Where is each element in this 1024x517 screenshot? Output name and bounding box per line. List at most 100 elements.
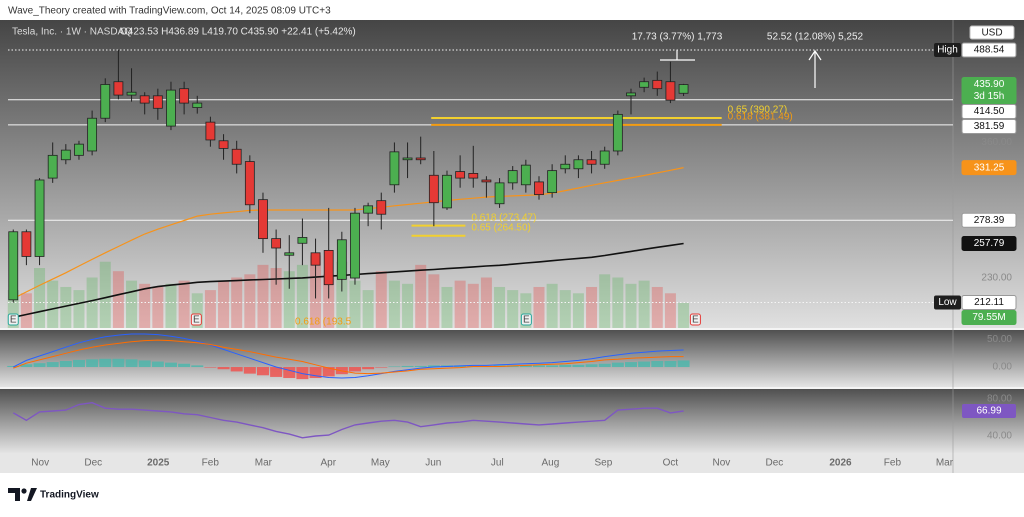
macd-histogram: [585, 364, 598, 368]
volume-bar: [467, 283, 479, 328]
volume-bar: [441, 286, 453, 328]
macd-histogram: [20, 364, 33, 368]
price-tag-name-box: [934, 43, 961, 58]
volume-bar: [165, 283, 177, 328]
candle-body: [468, 173, 479, 179]
macd-histogram: [638, 361, 651, 368]
price-tag-name: High: [937, 45, 958, 56]
fib-label: 0.618 (193.5: [295, 317, 352, 328]
event-marker[interactable]: [520, 313, 532, 326]
volume-bar: [257, 264, 269, 328]
currency-box[interactable]: [969, 25, 1015, 40]
price-tag-label: 257.79: [974, 238, 1005, 249]
price-tag: [961, 212, 1017, 228]
candle-body: [507, 170, 518, 184]
x-tick-label: Nov: [31, 458, 49, 469]
macd-histogram: [362, 367, 375, 370]
macd-histogram: [572, 364, 585, 368]
candle-body: [626, 92, 636, 97]
volume-bar: [559, 290, 571, 328]
y-tick-label: 40.00: [987, 431, 1012, 442]
event-label[interactable]: E: [193, 315, 200, 326]
measure-arrow: [808, 49, 822, 88]
volume-bar: [218, 280, 230, 328]
y-tick-label: 230.00: [981, 273, 1012, 284]
macd-histogram: [59, 360, 72, 368]
price-tag-label: 278.39: [974, 215, 1005, 226]
volume-bar: [678, 302, 690, 328]
candle-body: [350, 212, 360, 279]
macd-histogram: [270, 367, 283, 377]
candle-body: [271, 238, 282, 249]
price-tag-label: 488.54: [974, 45, 1005, 56]
volume-bar: [402, 283, 414, 328]
macd-histogram: [217, 367, 230, 370]
macd-histogram: [651, 360, 664, 368]
y-tick-label: 80.00: [987, 394, 1012, 405]
volume-bar: [244, 274, 256, 328]
macd-line: [13, 339, 684, 375]
brand: TradingView: [40, 490, 99, 501]
macd-histogram: [112, 358, 125, 368]
price-tag-label: 435.90: [974, 79, 1005, 90]
macd-histogram: [99, 358, 112, 368]
candle-body: [376, 200, 387, 215]
macd-histogram: [322, 367, 335, 377]
macd-histogram: [46, 362, 59, 368]
candle-body: [586, 159, 597, 165]
event-label[interactable]: E: [523, 315, 530, 326]
volume-bar: [664, 293, 676, 328]
macd-histogram: [72, 359, 85, 368]
candle-body: [678, 84, 689, 94]
y-tick-label: 50.00: [987, 334, 1012, 345]
candle-body: [573, 159, 584, 170]
macd-histogram: [664, 360, 677, 368]
volume-bar: [296, 264, 308, 328]
value-tag-label: 66.99: [976, 406, 1001, 417]
volume-bar: [546, 283, 558, 328]
candle-body: [139, 95, 150, 104]
price-tag-label: 381.59: [974, 121, 1005, 132]
macd-histogram: [546, 365, 559, 368]
x-tick-label: Nov: [713, 458, 731, 469]
candle-body: [166, 89, 176, 127]
x-tick-label: Feb: [202, 458, 220, 469]
attribution: Wave_Theory created with TradingView.com…: [8, 6, 331, 17]
macd-histogram: [414, 365, 427, 368]
price-tag-label: 331.25: [974, 162, 1005, 173]
candle-body: [34, 179, 45, 257]
candle-body: [442, 174, 452, 209]
volume-bar: [126, 280, 138, 328]
candle-body: [231, 148, 242, 165]
volume-bar: [494, 286, 506, 328]
macd-histogram: [33, 363, 46, 368]
fib-label: 0.65 (390.27): [728, 105, 788, 116]
macd-histogram: [388, 366, 401, 368]
price-tag-label: 414.50: [974, 106, 1005, 117]
event-marker[interactable]: [689, 313, 701, 326]
x-tick-label: Jun: [425, 458, 441, 469]
volume-bar: [283, 271, 295, 328]
symbol: Tesla, Inc. · 1W · NASDAQ: [12, 27, 132, 38]
event-marker[interactable]: [190, 313, 202, 326]
currency[interactable]: USD: [981, 28, 1002, 39]
candle-body: [665, 81, 676, 101]
candle-body: [74, 143, 84, 156]
macd-histogram: [559, 364, 572, 368]
candle-body: [389, 151, 400, 186]
volume-bar: [362, 290, 374, 328]
candle-body: [494, 182, 505, 205]
candle-body: [336, 239, 347, 280]
event-label[interactable]: E: [692, 315, 699, 326]
measure-label: 52.52 (12.08%) 5,252: [767, 32, 864, 43]
candle-body: [612, 113, 623, 152]
price-tag: [961, 42, 1017, 58]
volume-bar: [625, 283, 637, 328]
price-tag-name: Low: [938, 297, 957, 308]
candle-body: [205, 121, 216, 141]
price-tag: [961, 160, 1017, 176]
candle-body: [192, 102, 203, 108]
event-label[interactable]: E: [10, 315, 17, 326]
x-tick-label: Mar: [255, 458, 273, 469]
event-marker[interactable]: [7, 313, 19, 326]
